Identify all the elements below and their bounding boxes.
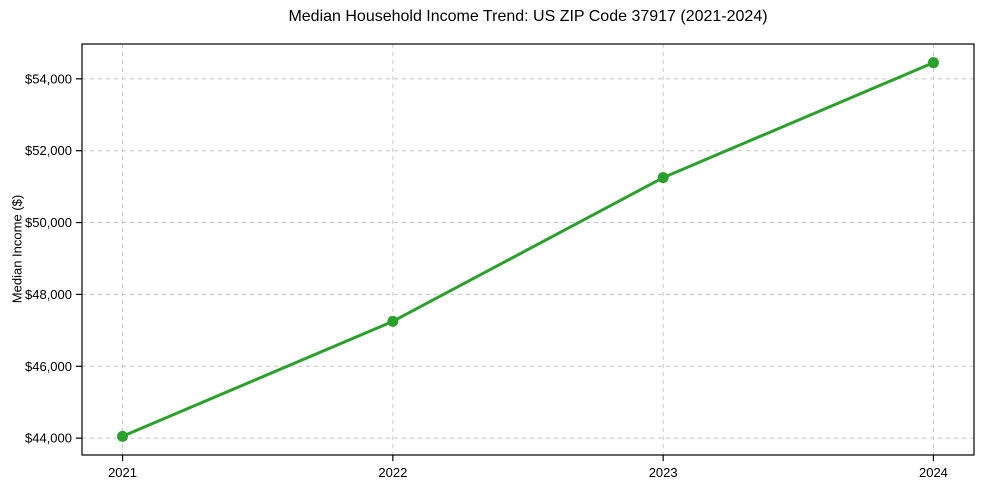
x-tick-label: 2023 <box>649 465 678 480</box>
plot-border <box>81 43 975 456</box>
data-point-marker <box>927 57 939 69</box>
y-tick-label: $48,000 <box>25 287 72 302</box>
y-axis-title: Median Income ($) <box>9 194 25 304</box>
data-point-marker <box>117 430 129 442</box>
chart-title: Median Household Income Trend: US ZIP Co… <box>288 8 768 25</box>
x-tick-label: 2024 <box>919 465 948 480</box>
y-tick-label: $46,000 <box>25 359 72 374</box>
data-point-marker <box>657 172 669 184</box>
y-tick-label: $52,000 <box>25 143 72 158</box>
y-tick-label: $50,000 <box>25 215 72 230</box>
x-tick-label: 2022 <box>378 465 407 480</box>
y-tick-label: $54,000 <box>25 71 72 86</box>
x-tick-label: 2021 <box>108 465 137 480</box>
data-point-marker <box>387 315 399 327</box>
y-tick-label: $44,000 <box>25 431 72 446</box>
income-trend-line <box>121 61 935 438</box>
